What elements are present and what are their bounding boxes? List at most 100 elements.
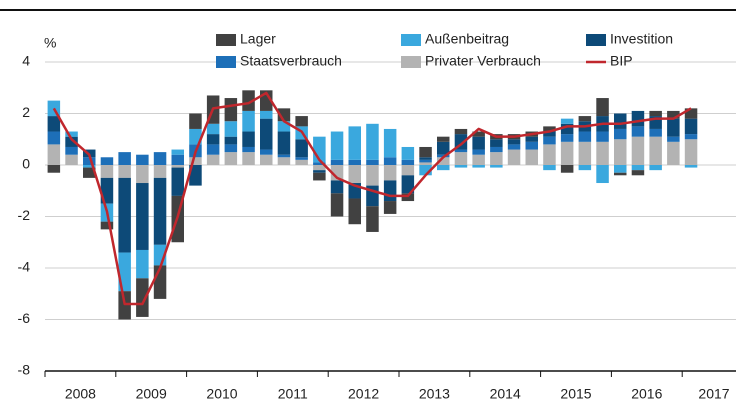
bar-segment bbox=[136, 154, 149, 165]
bar-segment bbox=[667, 110, 680, 119]
bar-segment bbox=[153, 165, 167, 178]
bar-segment bbox=[631, 110, 645, 127]
bar-segment bbox=[171, 154, 184, 165]
bar-segment bbox=[631, 165, 645, 171]
bar-segment bbox=[472, 149, 485, 155]
legend-label: Staatsverbrauch bbox=[240, 53, 342, 69]
bar-segment bbox=[153, 177, 167, 245]
bar-segment bbox=[313, 172, 326, 181]
legend-swatch bbox=[216, 56, 236, 68]
bar-segment bbox=[419, 157, 432, 160]
bar-segment bbox=[242, 90, 255, 111]
bar-segment bbox=[614, 113, 627, 129]
bar-segment bbox=[560, 134, 574, 142]
bar-segment bbox=[419, 146, 432, 158]
bar-segment bbox=[330, 159, 344, 165]
bar-segment bbox=[596, 131, 609, 142]
bar-segment bbox=[260, 110, 273, 119]
bar-segment bbox=[65, 154, 78, 165]
bar-segment bbox=[47, 144, 61, 165]
bar-segment bbox=[206, 144, 220, 155]
bar-segment bbox=[224, 121, 238, 137]
bar-segment bbox=[419, 159, 432, 163]
bar-segment bbox=[366, 123, 379, 160]
bar-segment bbox=[47, 131, 61, 145]
bar-segment bbox=[401, 159, 415, 165]
bar-segment bbox=[118, 291, 131, 320]
bar-segment bbox=[65, 146, 78, 155]
bar-segment bbox=[224, 152, 238, 165]
bar-segment bbox=[242, 110, 255, 132]
bar-segment bbox=[366, 159, 379, 165]
bar-segment bbox=[560, 165, 574, 173]
bar-segment bbox=[614, 128, 627, 140]
bar-segment bbox=[118, 152, 131, 165]
bar-segment bbox=[578, 131, 592, 142]
bar-segment bbox=[153, 152, 167, 165]
bar-segment bbox=[684, 165, 698, 168]
bar-segment bbox=[419, 162, 432, 165]
bar-segment bbox=[490, 139, 503, 147]
bar-segment bbox=[383, 201, 397, 214]
y-axis-label: % bbox=[44, 35, 56, 51]
bar-segment bbox=[401, 175, 415, 194]
bar-segment bbox=[189, 128, 202, 145]
bar-segment bbox=[614, 165, 627, 173]
bar-segment bbox=[47, 116, 61, 132]
bar-segment bbox=[295, 157, 308, 160]
bar-segment bbox=[83, 167, 96, 178]
bar-segment bbox=[348, 126, 361, 160]
bar-segment bbox=[277, 157, 291, 165]
bar-segment bbox=[631, 126, 645, 137]
bar-segment bbox=[171, 167, 184, 196]
bar-segment bbox=[507, 139, 521, 145]
bar-segment bbox=[260, 154, 273, 165]
bar-segment bbox=[277, 154, 291, 158]
bar-segment bbox=[295, 139, 308, 158]
bar-segment bbox=[118, 177, 131, 253]
bar-segment bbox=[560, 118, 574, 124]
bar-segment bbox=[631, 136, 645, 165]
bar-segment bbox=[543, 165, 556, 171]
y-tick-label: 2 bbox=[22, 104, 30, 120]
bar-segment bbox=[401, 193, 415, 202]
bar-segment bbox=[437, 165, 450, 171]
bar-segment bbox=[348, 198, 361, 225]
bar-segment bbox=[560, 123, 574, 135]
bar-segment bbox=[277, 131, 291, 155]
y-tick-label: -4 bbox=[18, 259, 31, 275]
bar-segment bbox=[667, 118, 680, 137]
bar-segment bbox=[47, 165, 61, 173]
bar-segment bbox=[490, 152, 503, 165]
legend-label: Lager bbox=[240, 31, 276, 47]
bar-segment bbox=[614, 172, 627, 176]
bar-segment bbox=[295, 116, 308, 127]
bar-segment bbox=[525, 149, 538, 165]
bar-segment bbox=[667, 136, 680, 142]
bar-segment bbox=[366, 165, 379, 186]
bar-segment bbox=[596, 141, 609, 165]
bar-segment bbox=[136, 165, 149, 184]
bar-segment bbox=[277, 121, 291, 132]
y-tick-label: 4 bbox=[22, 53, 30, 69]
x-tick-label: 2009 bbox=[136, 386, 167, 402]
bar-segment bbox=[649, 110, 662, 117]
y-tick-label: 0 bbox=[22, 156, 30, 172]
x-tick-label: 2012 bbox=[348, 386, 379, 402]
bar-segment bbox=[649, 136, 662, 165]
bar-segment bbox=[242, 152, 255, 165]
bar-segment bbox=[490, 146, 503, 153]
bar-segment bbox=[189, 165, 202, 186]
bar-segment bbox=[206, 123, 220, 135]
bar-segment bbox=[472, 154, 485, 165]
bar-segment bbox=[684, 134, 698, 140]
x-tick-label: 2011 bbox=[278, 386, 308, 402]
bar-segment bbox=[684, 139, 698, 165]
bar-segment bbox=[578, 141, 592, 165]
bar-segment bbox=[330, 193, 344, 217]
bar-segment bbox=[65, 136, 78, 147]
bar-segment bbox=[313, 165, 326, 171]
bar-segment bbox=[189, 157, 202, 165]
bar-segment bbox=[206, 134, 220, 145]
